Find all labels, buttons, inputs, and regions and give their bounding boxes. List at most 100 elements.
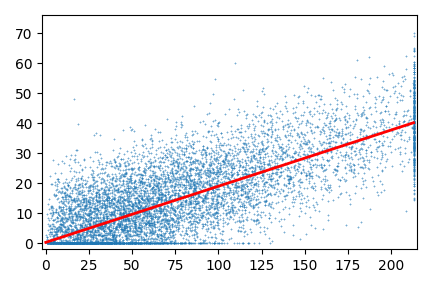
Point	[180, 182, 187, 187]
Point	[203, 241, 210, 246]
Point	[164, 177, 171, 181]
Point	[245, 241, 251, 246]
Point	[146, 241, 152, 246]
Point	[159, 197, 165, 202]
Point	[95, 219, 102, 224]
Point	[74, 241, 81, 246]
Point	[360, 128, 367, 132]
Point	[226, 161, 233, 166]
Point	[131, 223, 138, 228]
Point	[193, 202, 200, 207]
Point	[95, 241, 102, 246]
Point	[76, 241, 83, 246]
Point	[186, 241, 193, 246]
Point	[111, 241, 118, 246]
Point	[211, 117, 218, 122]
Point	[95, 241, 102, 246]
Point	[170, 161, 177, 166]
Point	[362, 148, 369, 153]
Point	[410, 147, 417, 151]
Point	[200, 195, 207, 200]
Point	[73, 233, 80, 237]
Point	[257, 114, 264, 119]
Point	[79, 214, 86, 219]
Point	[55, 241, 62, 246]
Point	[243, 184, 250, 188]
Point	[213, 174, 220, 178]
Point	[224, 160, 231, 165]
Point	[86, 241, 93, 246]
Point	[112, 241, 119, 246]
Point	[155, 156, 162, 160]
Point	[124, 203, 131, 207]
Point	[333, 116, 340, 121]
Point	[192, 198, 199, 203]
Point	[120, 207, 127, 212]
Point	[410, 115, 417, 120]
Point	[203, 195, 210, 200]
Point	[198, 204, 205, 209]
Point	[100, 216, 107, 221]
Point	[159, 216, 166, 221]
Point	[98, 234, 105, 238]
Point	[141, 209, 148, 213]
Point	[55, 206, 62, 210]
Point	[265, 113, 272, 118]
Point	[138, 210, 145, 214]
Point	[155, 228, 162, 233]
Point	[80, 158, 87, 162]
Point	[174, 211, 181, 216]
Point	[53, 184, 60, 188]
Point	[241, 148, 248, 153]
Point	[282, 151, 289, 156]
Point	[131, 225, 138, 230]
Point	[101, 241, 108, 246]
Point	[269, 185, 276, 189]
Point	[62, 219, 69, 224]
Point	[98, 241, 105, 246]
Point	[124, 218, 131, 223]
Point	[68, 211, 75, 216]
Point	[329, 170, 336, 175]
Point	[147, 198, 154, 203]
Point	[272, 119, 279, 124]
Point	[68, 241, 75, 246]
Point	[410, 120, 417, 125]
Point	[53, 241, 60, 246]
Point	[206, 181, 213, 186]
Point	[89, 192, 95, 196]
Point	[182, 198, 189, 202]
Point	[101, 191, 108, 196]
Point	[128, 211, 135, 216]
Point	[325, 182, 332, 187]
Point	[78, 176, 85, 181]
Point	[321, 129, 327, 134]
Point	[410, 108, 417, 113]
Point	[223, 152, 230, 157]
Point	[113, 225, 120, 230]
Point	[137, 227, 144, 232]
Point	[346, 163, 353, 167]
Point	[270, 158, 277, 163]
Point	[145, 159, 152, 164]
Point	[89, 241, 95, 246]
Point	[373, 97, 380, 101]
Point	[46, 241, 53, 246]
Point	[74, 232, 81, 237]
Point	[76, 241, 83, 246]
Point	[353, 117, 360, 122]
Point	[353, 111, 360, 115]
Point	[87, 165, 94, 170]
Point	[57, 221, 64, 226]
Point	[337, 100, 344, 104]
Point	[116, 238, 123, 242]
Point	[171, 163, 178, 167]
Point	[233, 176, 240, 181]
Point	[339, 142, 346, 147]
Point	[260, 181, 267, 185]
Point	[89, 241, 95, 246]
Point	[101, 215, 108, 220]
Point	[313, 109, 320, 113]
Point	[110, 186, 117, 190]
Point	[324, 177, 330, 182]
